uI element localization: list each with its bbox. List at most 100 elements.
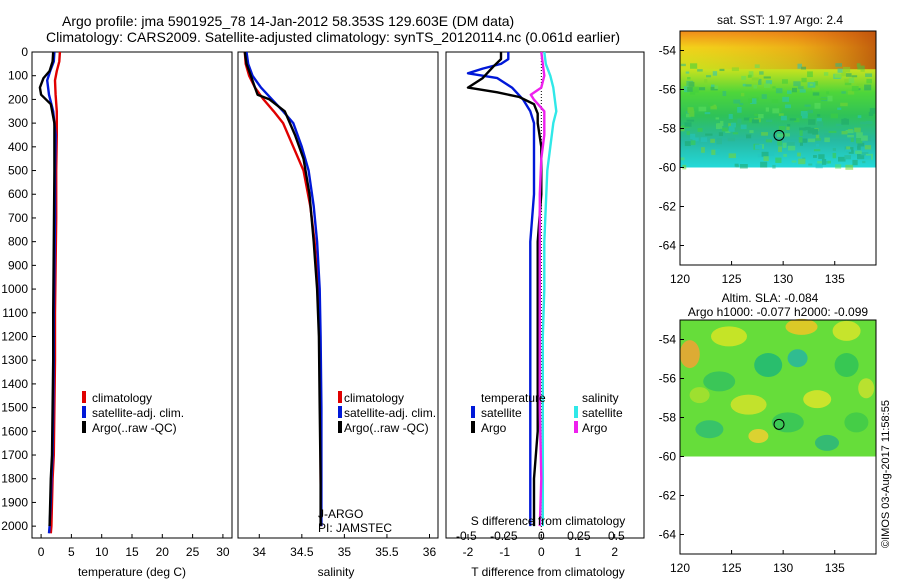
sla-anomaly-blob (748, 429, 769, 444)
legend-swatch-satellite-adj (82, 406, 86, 418)
x-tick-label: -2 (463, 545, 474, 559)
legend-label-argo: Argo(..raw -QC) (92, 421, 177, 435)
float-position-marker (773, 418, 785, 430)
s-difference-label: S difference from climatology (471, 514, 626, 528)
x-tick-label: 36 (423, 545, 437, 559)
legend-swatch-argo (338, 421, 342, 433)
series-line-temperature-satellite (466, 52, 536, 527)
depth-tick-label: 1500 (1, 401, 28, 415)
sla-map-panel: Altim. SLA: -0.084 Argo h1000: -0.077 h2… (659, 291, 877, 576)
depth-tick-label: 300 (8, 116, 28, 130)
sla-map-subtitle: Argo h1000: -0.077 h2000: -0.099 (688, 305, 868, 319)
x-tick-label: 10 (95, 545, 109, 559)
legend-label-satellite-adj: satellite-adj. clim. (92, 406, 184, 420)
x-tick-label: 15 (125, 545, 139, 559)
float-position-marker (773, 129, 785, 141)
t-difference-xlabel: T difference from climatology (471, 565, 625, 579)
depth-tick-label: 200 (8, 92, 28, 106)
temperature-x-axis: 0 5 10 15 20 25 30 (38, 534, 230, 559)
depth-tick-label: 1900 (1, 495, 28, 509)
temperature-profiles (38, 51, 62, 534)
x-tick-label: 1 (575, 545, 582, 559)
depth-tick-label: 700 (8, 211, 28, 225)
lat-tick-label: -58 (659, 411, 677, 425)
salinity-legend: climatology satellite-adj. clim. Argo(..… (338, 391, 436, 435)
lat-tick-label: -62 (659, 200, 677, 214)
sla-anomaly-blob (834, 353, 859, 378)
sla-anomaly-blob (858, 378, 875, 399)
sla-anomaly-blob (695, 420, 724, 439)
sla-anomaly-blob (679, 340, 700, 369)
temperature-legend: climatology satellite-adj. clim. Argo(..… (82, 391, 184, 435)
lat-tick-label: -64 (659, 239, 677, 253)
salinity-x-axis: 34 34.5 35 35.5 36 (253, 534, 437, 559)
figure-title-line1: Argo profile: jma 5901925_78 14-Jan-2012… (62, 13, 514, 29)
x-tick-label: 34.5 (290, 545, 314, 559)
legend-swatch-climatology (338, 391, 342, 403)
depth-tick-label: 600 (8, 187, 28, 201)
lat-tick-label: -56 (659, 372, 677, 386)
depth-tick-label: 900 (8, 258, 28, 272)
depth-tick-label: 1200 (1, 329, 28, 343)
credit-stamp: ©IMOS 03-Aug-2017 11:58:55 (880, 400, 892, 548)
lat-tick-label: -62 (659, 489, 677, 503)
sla-map-axes: 120 125 130 135 -54 -56 -58 -60 -62 -64 (659, 333, 845, 576)
legend-label-satellite-adj: satellite-adj. clim. (344, 406, 436, 420)
lon-tick-label: 135 (825, 561, 845, 575)
figure-title-line2: Climatology: CARS2009. Satellite-adjuste… (46, 29, 620, 45)
s-tick-label: -0.5 (456, 529, 477, 543)
lat-tick-label: -60 (659, 161, 677, 175)
salinity-plot-frame (237, 51, 439, 539)
series-line-argo-raw-qc- (243, 51, 322, 527)
x-tick-label: 20 (156, 545, 170, 559)
depth-axis: 0 100 200 300 400 500 600 700 800 900 1000 1100 1200… (1, 45, 36, 533)
sst-map-axes: 120 125 130 135 -54 -56 -58 -60 -62 -64 (659, 44, 845, 287)
series-line-salinity-satellite (541, 51, 558, 527)
s-tick-label: -0.25 (490, 529, 518, 543)
legend-swatch-t-argo (471, 421, 475, 433)
legend-swatch-climatology (82, 391, 86, 403)
legend-label-argo: Argo(..raw -QC) (344, 421, 429, 435)
depth-tick-label: 0 (21, 45, 28, 59)
depth-tick-label: 1000 (1, 282, 28, 296)
depth-tick-label: 1100 (2, 306, 28, 320)
sla-map-title: Altim. SLA: -0.084 (722, 291, 819, 305)
salinity-xlabel: salinity (318, 565, 355, 579)
lat-tick-label: -54 (659, 333, 677, 347)
difference-x-axis: -2 -1 0 1 2 -0.5 -0.25 0 0.25 0.5 (456, 529, 625, 559)
s-tick-label: 0.25 (567, 529, 591, 543)
sla-anomaly-blob (785, 318, 818, 335)
legend-label-climatology: climatology (344, 391, 404, 405)
x-tick-label: 2 (611, 545, 618, 559)
series-line-satellite-adj-clim- (245, 51, 323, 527)
s-tick-label: 0 (538, 529, 545, 543)
lon-tick-label: 125 (722, 272, 742, 286)
legend-swatch-satellite-adj (338, 406, 342, 418)
depth-tick-label: 1800 (1, 472, 28, 486)
legend-label-t-argo: Argo (481, 421, 507, 435)
series-line-climatology (243, 51, 323, 527)
lon-tick-label: 120 (670, 561, 690, 575)
legend-label-s-satellite: satellite (582, 406, 623, 420)
lat-tick-label: -60 (659, 450, 677, 464)
legend-swatch-argo (82, 421, 86, 433)
depth-tick-label: 1600 (1, 424, 28, 438)
sla-anomaly-blob (754, 353, 783, 378)
sla-anomaly-blob (787, 349, 808, 368)
difference-panel: -2 -1 0 1 2 -0.5 -0.25 0 0.25 0.5 S difference fr… (445, 51, 645, 579)
sla-anomaly-blob (803, 390, 832, 409)
legend-swatch-s-argo (574, 421, 578, 433)
sst-map-frame (679, 30, 877, 266)
depth-tick-label: 2000 (1, 519, 28, 533)
lat-tick-label: -56 (659, 83, 677, 97)
sla-anomaly-blob (844, 412, 869, 433)
lon-tick-label: 135 (825, 272, 845, 286)
x-tick-label: 34 (253, 545, 267, 559)
x-tick-label: -1 (499, 545, 510, 559)
series-line-argo-raw-qc- (38, 51, 56, 527)
float-program-label: J-ARGO (318, 507, 363, 521)
difference-profiles (466, 51, 558, 527)
salinity-profiles (243, 51, 323, 527)
legend-label-s-argo: Argo (582, 421, 608, 435)
sla-anomaly-blob (815, 434, 839, 451)
